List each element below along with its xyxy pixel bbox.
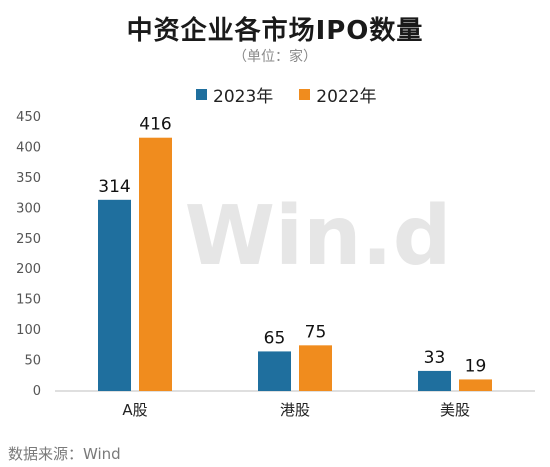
bar-2023年-美股 <box>418 370 451 391</box>
source-note: 数据来源：Wind <box>8 445 121 463</box>
data-label: 416 <box>139 115 171 135</box>
y-tick-label: 300 <box>16 201 41 216</box>
y-tick-label: 150 <box>16 293 41 308</box>
legend: 2023年 2022年 <box>196 82 403 107</box>
legend-item-2022: 2022年 <box>299 82 377 107</box>
data-label: 19 <box>465 356 487 376</box>
legend-label-2023: 2023年 <box>213 87 274 107</box>
data-label: 33 <box>424 348 446 368</box>
legend-swatch-2022 <box>299 89 311 100</box>
bar-2023年-港股 <box>258 351 291 391</box>
y-tick-label: 200 <box>16 262 41 277</box>
y-tick-label: 0 <box>33 384 41 399</box>
data-label: 65 <box>264 328 286 348</box>
chart-subtitle: （单位：家） <box>233 49 317 65</box>
bar-2022年-港股 <box>299 345 332 391</box>
x-category-label: 美股 <box>440 401 470 419</box>
data-label: 314 <box>98 177 130 197</box>
chart-title: 中资企业各市场IPO数量 <box>126 16 424 46</box>
y-tick-label: 50 <box>24 354 41 369</box>
y-tick-label: 250 <box>16 232 41 247</box>
x-category-label: 港股 <box>280 401 310 419</box>
legend-swatch-2023 <box>196 89 207 100</box>
x-category-label: A股 <box>122 401 147 419</box>
data-label: 75 <box>305 322 327 342</box>
y-tick-label: 450 <box>16 110 41 125</box>
bar-2023年-A股 <box>98 199 131 391</box>
bar-2022年-美股 <box>459 379 492 391</box>
y-tick-label: 400 <box>16 140 41 155</box>
y-tick-label: 100 <box>16 323 41 338</box>
bar-2022年-A股 <box>139 137 172 391</box>
legend-label-2022: 2022年 <box>316 87 377 107</box>
legend-item-2023: 2023年 <box>196 82 273 107</box>
watermark: Win.d <box>185 189 452 284</box>
y-tick-label: 350 <box>16 171 41 186</box>
